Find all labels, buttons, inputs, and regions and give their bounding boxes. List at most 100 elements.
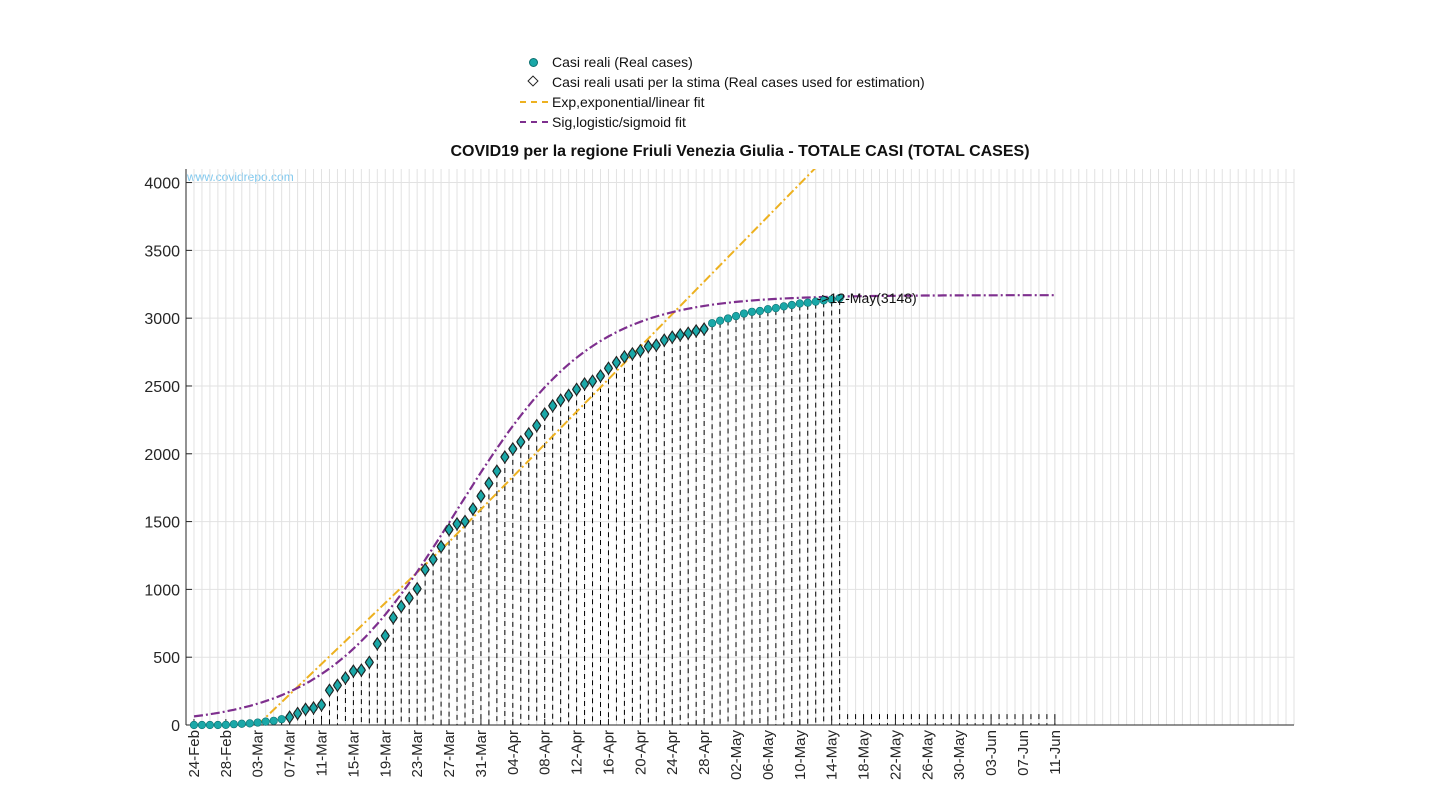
estimation-point bbox=[659, 333, 669, 348]
x-tick-label: 23-Mar bbox=[409, 730, 426, 778]
estimation-point bbox=[284, 710, 295, 725]
x-tick-label: 03-Mar bbox=[250, 730, 267, 778]
estimation-point bbox=[571, 382, 582, 397]
real-case-point bbox=[715, 316, 725, 325]
x-tick-label: 28-Apr bbox=[696, 730, 713, 775]
y-tick-label: 2000 bbox=[144, 447, 180, 464]
sigmoid-fit-line bbox=[193, 294, 1055, 718]
real-case-point bbox=[253, 718, 262, 727]
real-case-point bbox=[835, 294, 844, 303]
estimation-point bbox=[635, 343, 646, 358]
real-case-point bbox=[189, 720, 199, 730]
estimation-point bbox=[699, 322, 709, 337]
real-case-point bbox=[237, 719, 246, 728]
estimation-point bbox=[468, 501, 478, 516]
y-tick-label: 3500 bbox=[144, 243, 180, 260]
estimation-point bbox=[316, 697, 327, 712]
y-tick-label: 500 bbox=[153, 650, 180, 667]
estimation-point bbox=[627, 346, 638, 361]
estimation-point bbox=[683, 326, 693, 341]
estimation-point bbox=[452, 516, 462, 531]
x-tick-label: 11-Mar bbox=[314, 730, 331, 776]
estimation-point bbox=[579, 376, 590, 391]
real-case-point bbox=[779, 302, 788, 311]
real-case-point bbox=[803, 298, 812, 307]
x-tick-label: 30-May bbox=[951, 730, 968, 781]
x-tick-label: 07-Mar bbox=[282, 730, 299, 778]
watermark: www.covidrepo.com bbox=[187, 170, 294, 184]
x-tick-label: 04-Apr bbox=[505, 730, 522, 775]
real-case-point bbox=[205, 720, 215, 730]
estimation-point bbox=[308, 700, 319, 715]
estimation-point bbox=[476, 489, 486, 504]
estimation-point bbox=[587, 374, 598, 389]
x-tick-label: 26-May bbox=[919, 730, 936, 781]
x-tick-label: 07-Jun bbox=[1015, 730, 1032, 776]
real-case-point bbox=[755, 306, 765, 316]
estimation-point bbox=[643, 339, 653, 354]
estimation-point bbox=[428, 552, 438, 567]
legend-label-used-cases: Casi reali usati per la stima (Real case… bbox=[552, 74, 925, 90]
exp-fit-line bbox=[257, 169, 816, 725]
x-tick-label: 24-Feb bbox=[186, 730, 203, 778]
x-tick-label: 12-Apr bbox=[569, 730, 586, 775]
real-case-point bbox=[771, 304, 780, 313]
annotation-last-value: ->12-May(3148) bbox=[817, 290, 917, 306]
real-case-point bbox=[763, 305, 772, 314]
real-case-point bbox=[245, 719, 254, 728]
estimation-point bbox=[611, 355, 622, 370]
real-case-point bbox=[747, 307, 757, 316]
estimation-point bbox=[444, 522, 454, 537]
real-case-point bbox=[731, 312, 741, 321]
estimation-point bbox=[356, 663, 367, 678]
legend-marker-exp-line bbox=[514, 92, 552, 112]
estimation-point bbox=[524, 426, 534, 441]
estimation-point bbox=[388, 610, 398, 625]
legend-label-exp-fit: Exp,exponential/linear fit bbox=[552, 94, 705, 110]
x-tick-label: 31-Mar bbox=[473, 730, 490, 778]
y-tick-label: 1000 bbox=[144, 582, 180, 599]
real-case-point bbox=[827, 295, 836, 304]
real-case-point bbox=[739, 309, 749, 318]
x-tick-label: 02-May bbox=[728, 730, 745, 781]
x-tick-label: 27-Mar bbox=[441, 730, 458, 778]
legend-marker-dot bbox=[514, 52, 552, 72]
estimation-point bbox=[516, 434, 526, 449]
estimation-point bbox=[436, 539, 446, 554]
legend-item-exp-fit: Exp,exponential/linear fit bbox=[514, 92, 966, 112]
legend-item-sig-fit: Sig,logistic/sigmoid fit bbox=[514, 112, 966, 132]
y-tick-label: 2500 bbox=[144, 379, 180, 396]
estimation-point bbox=[500, 450, 510, 465]
real-case-point bbox=[277, 715, 286, 724]
x-tick-label: 03-Jun bbox=[983, 730, 1000, 776]
chart-legend: Casi reali (Real cases) Casi reali usati… bbox=[514, 52, 966, 132]
y-tick-label: 0 bbox=[171, 718, 180, 735]
real-case-point bbox=[197, 720, 207, 730]
estimation-point bbox=[595, 368, 606, 383]
x-tick-label: 15-Mar bbox=[345, 730, 362, 778]
real-case-point bbox=[229, 720, 238, 729]
estimation-point bbox=[651, 338, 661, 353]
x-tick-label: 14-May bbox=[824, 730, 841, 781]
estimation-point bbox=[540, 407, 550, 422]
real-case-point bbox=[221, 720, 230, 729]
legend-label-sig-fit: Sig,logistic/sigmoid fit bbox=[552, 114, 686, 130]
estimation-point bbox=[332, 678, 343, 693]
x-tick-label: 28-Feb bbox=[218, 730, 235, 778]
estimation-point bbox=[563, 388, 574, 403]
estimation-point bbox=[412, 581, 422, 596]
x-tick-label: 24-Apr bbox=[664, 730, 681, 775]
legend-item-used-cases: Casi reali usati per la stima (Real case… bbox=[514, 72, 966, 92]
chart-title: COVID19 per la regione Friuli Venezia Gi… bbox=[450, 143, 1030, 160]
x-tick-label: 11-Jun bbox=[1047, 730, 1064, 775]
x-tick-label: 18-May bbox=[856, 730, 873, 781]
x-tick-label: 19-Mar bbox=[377, 730, 394, 778]
x-tick-label: 22-May bbox=[887, 730, 904, 781]
estimation-point bbox=[460, 514, 470, 529]
real-case-point bbox=[269, 716, 278, 725]
estimation-point bbox=[619, 349, 630, 364]
estimation-point bbox=[396, 599, 406, 614]
estimation-point bbox=[340, 670, 351, 685]
estimation-point bbox=[404, 591, 414, 606]
